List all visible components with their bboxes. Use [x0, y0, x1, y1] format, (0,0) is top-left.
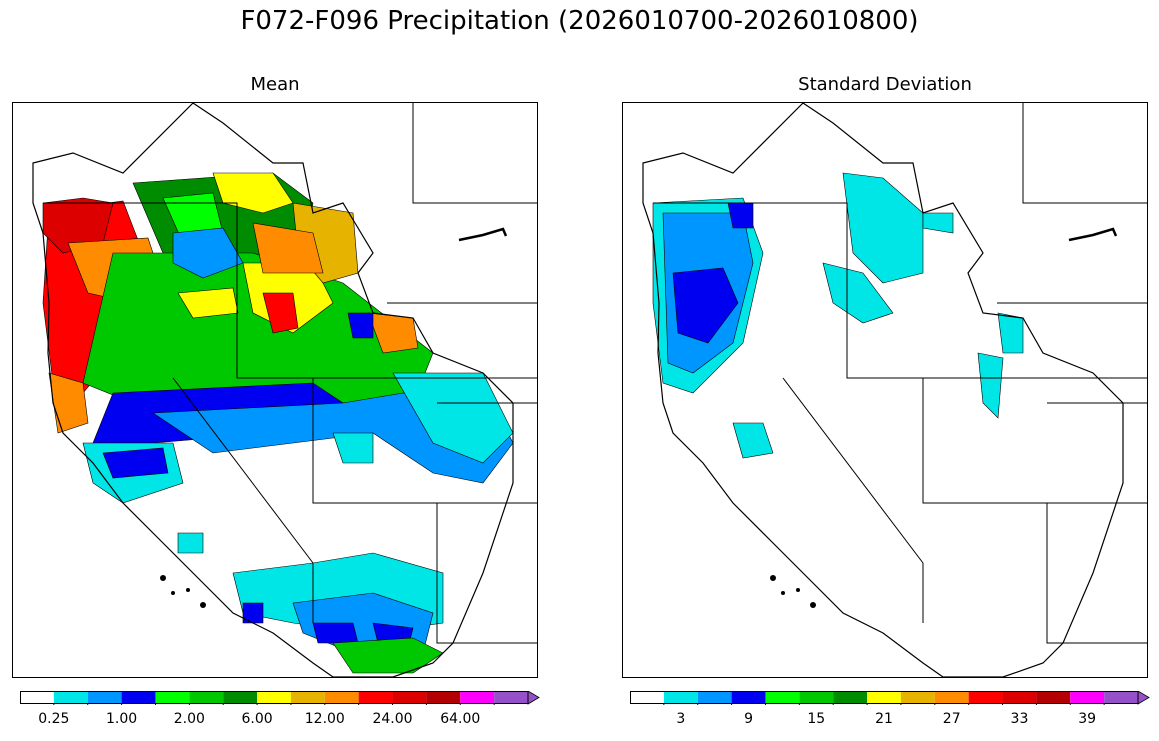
std-region-ca-cyan — [732, 422, 774, 459]
std-region-id-cyan — [822, 262, 894, 324]
mean-colorbar — [20, 690, 540, 705]
colorbar-swatch — [934, 691, 969, 704]
colorbar-outline — [630, 691, 1139, 704]
std-region-or-cyan-2 — [922, 212, 954, 234]
std-state-lines — [653, 103, 1147, 644]
colorbar-swatch — [121, 691, 156, 704]
region-ca-north-orange — [48, 372, 89, 434]
colorbar-swatch — [392, 691, 427, 704]
std-region-mt-cyan — [842, 172, 924, 284]
colorbar-swatch — [426, 691, 461, 704]
colorbar-tick-label: 0.25 — [38, 711, 70, 727]
std-panel-title: Standard Deviation — [798, 74, 972, 95]
std-map-canvas — [642, 103, 1147, 677]
std-region-coast-darkblue — [672, 267, 739, 344]
colorbar-tick-label: 9 — [744, 711, 753, 727]
colorbar-swatch — [53, 691, 88, 704]
region-orange-mt — [252, 222, 324, 274]
colorbar-tick-label: 3 — [676, 711, 686, 727]
colorbar-outline — [20, 691, 529, 704]
mean-precip-regions — [42, 172, 514, 674]
region-nm-green — [332, 637, 444, 674]
std-colorbar-svg — [630, 690, 1150, 705]
colorbar-swatch — [1070, 691, 1105, 704]
colorbar-swatch — [968, 691, 1003, 704]
std-regions — [652, 172, 1024, 459]
colorbar-swatch — [494, 691, 528, 704]
colorbar-swatch — [663, 691, 698, 704]
std-region-ut-cyan — [977, 352, 1004, 419]
colorbar-extend-arrow — [1137, 690, 1150, 705]
colorbar-swatch — [731, 691, 766, 704]
colorbar-swatch — [1104, 691, 1138, 704]
colorbar-swatch — [290, 691, 325, 704]
colorbar-tick-label: 33 — [1010, 711, 1029, 727]
std-lake-feature — [1068, 227, 1118, 242]
colorbar-tick-label: 21 — [875, 711, 893, 727]
mean-map-canvas — [32, 103, 537, 677]
mean-lake-feature — [458, 227, 508, 242]
region-idaho-blue — [172, 227, 244, 279]
colorbar-swatch — [1002, 691, 1037, 704]
mean-islands — [160, 575, 206, 608]
colorbar-swatch — [223, 691, 258, 704]
mean-domain-outline — [32, 103, 514, 677]
std-colorbar — [630, 690, 1150, 705]
colorbar-tick-label: 64.00 — [440, 711, 481, 727]
colorbar-tick-label: 15 — [807, 711, 826, 727]
colorbar-swatch — [833, 691, 868, 704]
colorbar-tick-label: 39 — [1078, 711, 1097, 727]
colorbar-tick-label: 27 — [942, 711, 961, 727]
colorbar-swatch — [155, 691, 190, 704]
colorbar-tick-label: 2.00 — [173, 711, 205, 727]
colorbar-swatch — [799, 691, 834, 704]
colorbar-swatch — [324, 691, 359, 704]
colorbar-swatch — [257, 691, 291, 704]
region-ut-cyan — [332, 432, 374, 464]
colorbar-tick-label: 24.00 — [372, 711, 413, 727]
std-islands — [770, 575, 816, 608]
figure-title: F072-F096 Precipitation (2026010700-2026… — [240, 6, 919, 36]
region-co-cyan — [392, 372, 514, 464]
region-az-darkblue — [312, 622, 359, 644]
std-domain-outline — [642, 103, 1124, 677]
colorbar-tick-label: 12.00 — [304, 711, 345, 727]
colorbar-extend-arrow — [527, 690, 540, 705]
colorbar-swatch — [765, 691, 800, 704]
std-region-wy-cyan — [997, 312, 1024, 354]
std-map — [622, 102, 1148, 678]
colorbar-swatch — [900, 691, 935, 704]
colorbar-swatch — [867, 691, 901, 704]
colorbar-swatch — [1036, 691, 1071, 704]
mean-state-lines — [43, 103, 537, 644]
region-socal-cyan-2 — [177, 532, 204, 554]
mean-panel-title: Mean — [250, 74, 300, 95]
colorbar-swatch — [189, 691, 224, 704]
colorbar-tick-label: 6.00 — [241, 711, 273, 727]
colorbar-swatch — [87, 691, 122, 704]
region-red-mt — [262, 292, 299, 334]
region-idaho-yellow — [177, 287, 239, 319]
mean-colorbar-svg — [20, 690, 540, 705]
region-wy-blue — [347, 312, 374, 339]
colorbar-tick-label: 1.00 — [106, 711, 138, 727]
region-socal-blue — [242, 602, 264, 624]
mean-map — [12, 102, 538, 678]
colorbar-swatch — [460, 691, 495, 704]
colorbar-swatch — [630, 691, 664, 704]
region-ca-blue — [102, 447, 169, 479]
colorbar-swatch — [697, 691, 732, 704]
colorbar-swatch — [358, 691, 393, 704]
colorbar-swatch — [20, 691, 54, 704]
